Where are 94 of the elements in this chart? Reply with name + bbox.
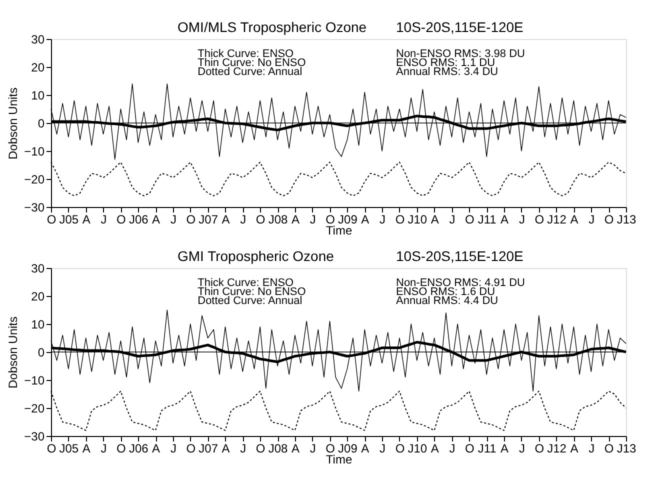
x-tick-label: A [570, 442, 578, 456]
y-tick-label: −10 [24, 374, 45, 388]
x-tick-label: O [116, 442, 126, 456]
y-tick-label: 0 [38, 116, 45, 130]
x-tick-label: J06 [128, 442, 149, 456]
x-tick-label: A [152, 212, 160, 226]
x-tick-label: A [291, 442, 300, 456]
x-tick-label: J [518, 212, 525, 226]
x-tick-label: J07 [198, 442, 218, 456]
y-tick-label: 30 [31, 32, 45, 46]
x-tick-label: O [256, 442, 266, 456]
x-tick-label: O [604, 212, 614, 226]
y-tick-label: 0 [38, 346, 45, 360]
x-tick-label: A [500, 212, 509, 226]
x-tick-label: A [500, 442, 509, 456]
x-tick-label: J10 [408, 442, 428, 456]
x-tick-label: J08 [268, 442, 288, 456]
annotation: Annual RMS: 3.4 DU [396, 66, 498, 78]
chart-title: GMI Tropospheric Ozone [178, 248, 334, 264]
x-tick-label: A [82, 442, 90, 456]
x-tick-label: J12 [547, 442, 567, 456]
x-tick-label: J07 [198, 212, 218, 226]
x-tick-label: J [449, 212, 456, 226]
x-tick-label: O [116, 212, 126, 226]
x-tick-label: J11 [478, 442, 497, 456]
x-tick-label: J [518, 442, 525, 456]
y-tick-label: −20 [24, 172, 45, 186]
y-tick-label: 30 [31, 262, 45, 276]
x-tick-label: J13 [616, 212, 636, 226]
x-tick-label: J06 [128, 212, 149, 226]
x-tick-label: J13 [616, 442, 636, 456]
y-tick-label: 10 [31, 88, 45, 102]
y-tick-label: 20 [31, 60, 45, 74]
x-tick-label: J11 [478, 212, 497, 226]
x-tick-label: J09 [338, 442, 358, 456]
x-tick-label: J10 [408, 212, 428, 226]
x-tick-label: J [380, 442, 386, 456]
x-tick-label: O [326, 442, 335, 456]
x-tick-label: J [588, 212, 595, 226]
x-tick-label: O [186, 442, 196, 456]
annotation: Annual RMS: 4.4 DU [396, 295, 498, 307]
chart-title: OMI/MLS Tropospheric Ozone [178, 19, 367, 35]
x-tick-label: A [361, 442, 370, 456]
x-tick-label: A [430, 212, 439, 226]
x-tick-label: J [240, 442, 246, 456]
x-tick-label: A [222, 442, 230, 456]
x-tick-label: J [380, 212, 386, 226]
x-tick-label: O [395, 212, 405, 226]
x-tick-label: O [326, 212, 335, 226]
x-tick-label: J05 [59, 212, 79, 226]
x-tick-label: O [604, 442, 614, 456]
x-tick-label: A [430, 442, 439, 456]
x-tick-label: A [291, 212, 300, 226]
x-tick-label: O [46, 442, 56, 456]
y-tick-label: 20 [31, 290, 45, 304]
x-tick-label: J [100, 212, 107, 226]
x-tick-label: J [310, 442, 316, 456]
y-axis-title: Dobson Units [6, 87, 20, 160]
x-tick-label: O [256, 212, 266, 226]
x-axis-title: Time [326, 452, 352, 466]
x-tick-label: J [240, 212, 246, 226]
x-tick-label: O [186, 212, 196, 226]
y-tick-label: −20 [24, 402, 45, 416]
y-tick-label: −30 [24, 430, 45, 444]
x-tick-label: J05 [59, 442, 79, 456]
x-tick-label: A [222, 212, 230, 226]
x-tick-label: J [170, 442, 176, 456]
x-tick-label: J12 [547, 212, 567, 226]
y-tick-label: −10 [24, 144, 45, 158]
x-tick-label: A [82, 212, 90, 226]
x-tick-label: J [449, 442, 456, 456]
annotation: Dotted Curve: Annual [198, 66, 302, 78]
chart-subtitle: 10S-20S,115E-120E [396, 19, 524, 35]
x-tick-label: J08 [268, 212, 288, 226]
chart-subtitle: 10S-20S,115E-120E [396, 248, 524, 264]
x-tick-label: O [395, 442, 405, 456]
x-tick-label: O [534, 212, 544, 226]
x-tick-label: J [588, 442, 595, 456]
x-tick-label: A [152, 442, 160, 456]
y-tick-label: −30 [24, 200, 45, 214]
x-axis-title: Time [326, 224, 352, 238]
x-tick-label: A [570, 212, 578, 226]
x-tick-label: A [361, 212, 370, 226]
x-tick-label: O [465, 212, 474, 226]
x-tick-label: O [465, 442, 474, 456]
x-tick-label: J [170, 212, 176, 226]
x-tick-label: O [46, 212, 56, 226]
x-tick-label: J [100, 442, 107, 456]
annotation: Dotted Curve: Annual [198, 295, 302, 307]
y-axis-title: Dobson Units [6, 316, 20, 389]
x-tick-label: O [534, 442, 544, 456]
x-tick-label: J [310, 212, 316, 226]
y-tick-label: 10 [31, 318, 45, 332]
x-tick-label: J09 [338, 212, 358, 226]
